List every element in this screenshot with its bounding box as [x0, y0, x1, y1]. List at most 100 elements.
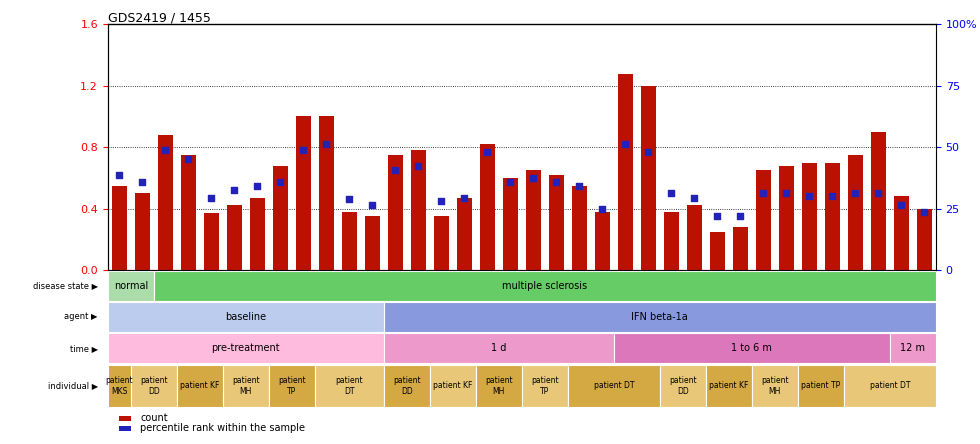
Bar [222, 365, 269, 408]
Text: 1 d: 1 d [491, 343, 507, 353]
Bar [272, 166, 288, 270]
Bar [108, 365, 130, 408]
Point [112, 171, 127, 178]
Point [617, 141, 633, 148]
Bar [890, 333, 936, 363]
Bar [108, 302, 384, 332]
Bar [687, 206, 702, 270]
Text: normal: normal [114, 281, 148, 290]
Text: time ▶: time ▶ [70, 344, 98, 353]
Bar [108, 333, 384, 363]
Text: disease state ▶: disease state ▶ [32, 281, 98, 290]
Point [756, 190, 771, 197]
Bar [526, 170, 541, 270]
Bar [204, 213, 219, 270]
Text: pre-treatment: pre-treatment [212, 343, 280, 353]
Bar [384, 302, 936, 332]
Text: patient
DT: patient DT [335, 376, 364, 396]
Point [158, 147, 173, 154]
Point [641, 148, 657, 155]
Bar [641, 86, 656, 270]
Bar [521, 365, 567, 408]
Bar [384, 365, 430, 408]
Text: patient
DD: patient DD [669, 376, 697, 396]
Text: patient KF: patient KF [180, 381, 220, 390]
Point [318, 141, 334, 148]
Bar [549, 175, 564, 270]
Text: patient
DD: patient DD [393, 376, 420, 396]
Point [802, 193, 817, 200]
Text: count: count [140, 413, 168, 423]
Point [549, 179, 564, 186]
Bar [434, 216, 449, 270]
Bar [480, 144, 495, 270]
Text: patient DT: patient DT [869, 381, 910, 390]
Point [479, 148, 495, 155]
Point [778, 190, 794, 197]
Bar [120, 426, 130, 431]
Point [365, 202, 380, 209]
Bar [844, 365, 936, 408]
Bar [108, 270, 154, 301]
Bar [130, 365, 176, 408]
Point [710, 213, 725, 220]
Bar [176, 365, 222, 408]
Text: 12 m: 12 m [901, 343, 925, 353]
Bar [318, 116, 334, 270]
Text: IFN beta-1a: IFN beta-1a [631, 312, 688, 322]
Bar [226, 206, 242, 270]
Bar [388, 155, 403, 270]
Bar [706, 365, 752, 408]
Bar [894, 196, 908, 270]
Bar [315, 365, 384, 408]
Bar [135, 193, 150, 270]
Point [272, 179, 288, 186]
Text: patient
MH: patient MH [761, 376, 789, 396]
Bar [802, 163, 817, 270]
Point [663, 190, 679, 197]
Text: patient
MH: patient MH [485, 376, 513, 396]
Bar [871, 132, 886, 270]
Bar [663, 212, 679, 270]
Point [525, 174, 541, 182]
Bar [752, 365, 798, 408]
Bar [384, 333, 613, 363]
Point [732, 213, 748, 220]
Bar [430, 365, 476, 408]
Bar [567, 365, 660, 408]
Bar [181, 155, 196, 270]
Bar [825, 163, 840, 270]
Point [916, 208, 932, 215]
Bar [503, 178, 517, 270]
Text: baseline: baseline [225, 312, 267, 322]
Point [503, 179, 518, 186]
Text: percentile rank within the sample: percentile rank within the sample [140, 424, 305, 433]
Point [341, 196, 357, 203]
Point [457, 194, 472, 202]
Bar [457, 198, 471, 270]
Bar [365, 216, 380, 270]
Point [411, 162, 426, 169]
Point [687, 194, 703, 202]
Bar [779, 166, 794, 270]
Bar [660, 365, 706, 408]
Bar [296, 116, 311, 270]
Bar [613, 333, 890, 363]
Bar [733, 227, 748, 270]
Point [894, 202, 909, 209]
Text: patient KF: patient KF [710, 381, 749, 390]
Bar [798, 365, 844, 408]
Text: agent ▶: agent ▶ [65, 312, 98, 321]
Bar [756, 170, 771, 270]
Text: patient
DD: patient DD [140, 376, 168, 396]
Text: patient
MKS: patient MKS [106, 376, 133, 396]
Point [595, 205, 611, 212]
Bar [342, 212, 357, 270]
Bar [595, 212, 610, 270]
Point [433, 197, 449, 204]
Point [250, 182, 266, 189]
Text: multiple sclerosis: multiple sclerosis [503, 281, 587, 290]
Point [824, 193, 840, 200]
Point [134, 179, 150, 186]
Point [848, 190, 863, 197]
